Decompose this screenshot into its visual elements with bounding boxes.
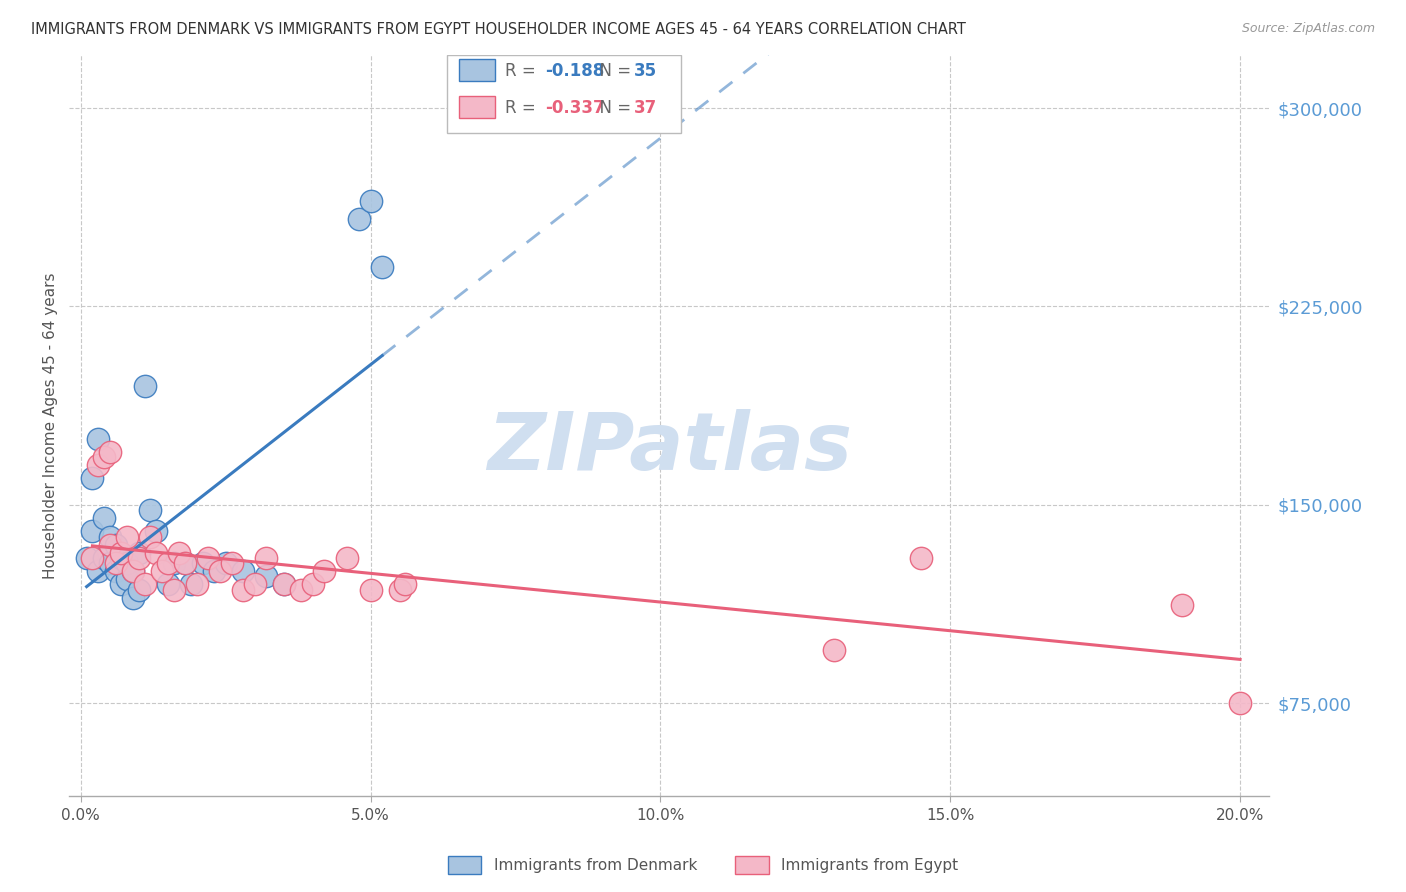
- Point: [156, 556, 179, 570]
- Text: -0.337: -0.337: [546, 100, 605, 118]
- Point: [98, 530, 121, 544]
- Point: [186, 577, 208, 591]
- Text: Source: ZipAtlas.com: Source: ZipAtlas.com: [1241, 22, 1375, 36]
- Point: [87, 458, 110, 473]
- Point: [232, 582, 254, 597]
- Point: [98, 445, 121, 459]
- Point: [98, 556, 121, 570]
- Point: [910, 550, 932, 565]
- Point: [139, 530, 162, 544]
- Point: [180, 577, 202, 591]
- Point: [104, 556, 127, 570]
- Text: 35: 35: [634, 62, 658, 80]
- Point: [93, 450, 115, 465]
- Point: [115, 556, 138, 570]
- Point: [128, 545, 150, 559]
- Point: [208, 564, 231, 578]
- Point: [139, 503, 162, 517]
- Point: [215, 556, 238, 570]
- Point: [301, 577, 323, 591]
- Point: [82, 524, 104, 539]
- Point: [221, 556, 243, 570]
- Text: IMMIGRANTS FROM DENMARK VS IMMIGRANTS FROM EGYPT HOUSEHOLDER INCOME AGES 45 - 64: IMMIGRANTS FROM DENMARK VS IMMIGRANTS FR…: [31, 22, 966, 37]
- Point: [122, 564, 145, 578]
- Point: [162, 582, 184, 597]
- Text: R =: R =: [505, 100, 541, 118]
- Point: [87, 564, 110, 578]
- Point: [174, 556, 197, 570]
- Point: [314, 564, 336, 578]
- Point: [150, 564, 173, 578]
- Point: [360, 194, 382, 208]
- Text: N =: N =: [589, 62, 636, 80]
- Text: R =: R =: [505, 62, 541, 80]
- Text: ZIPatlas: ZIPatlas: [486, 409, 852, 487]
- FancyBboxPatch shape: [460, 95, 495, 118]
- Point: [197, 550, 219, 565]
- Point: [104, 538, 127, 552]
- Text: 37: 37: [634, 100, 658, 118]
- Point: [191, 556, 214, 570]
- Point: [134, 577, 156, 591]
- Point: [290, 582, 312, 597]
- Point: [128, 582, 150, 597]
- Point: [232, 564, 254, 578]
- Point: [145, 524, 167, 539]
- Point: [823, 643, 845, 657]
- Text: -0.188: -0.188: [546, 62, 605, 80]
- Point: [134, 379, 156, 393]
- Point: [394, 577, 416, 591]
- Point: [98, 538, 121, 552]
- Point: [371, 260, 394, 274]
- Point: [162, 556, 184, 570]
- Point: [360, 582, 382, 597]
- Point: [115, 572, 138, 586]
- Point: [128, 550, 150, 565]
- Point: [254, 550, 277, 565]
- Point: [82, 471, 104, 485]
- Point: [93, 511, 115, 525]
- Point: [156, 577, 179, 591]
- Point: [110, 577, 132, 591]
- Point: [93, 550, 115, 565]
- Point: [254, 569, 277, 583]
- Point: [388, 582, 411, 597]
- Point: [174, 556, 197, 570]
- Point: [122, 591, 145, 605]
- Point: [76, 550, 98, 565]
- Point: [273, 577, 295, 591]
- Point: [273, 577, 295, 591]
- FancyBboxPatch shape: [460, 59, 495, 81]
- Point: [1229, 697, 1251, 711]
- Point: [82, 550, 104, 565]
- Point: [115, 530, 138, 544]
- Point: [169, 545, 191, 559]
- Text: N =: N =: [589, 100, 636, 118]
- Point: [104, 564, 127, 578]
- Legend: Immigrants from Denmark, Immigrants from Egypt: Immigrants from Denmark, Immigrants from…: [441, 850, 965, 880]
- Point: [336, 550, 359, 565]
- Point: [122, 564, 145, 578]
- Point: [243, 577, 266, 591]
- Point: [110, 550, 132, 565]
- FancyBboxPatch shape: [447, 55, 681, 133]
- Point: [347, 212, 370, 227]
- Point: [1171, 599, 1194, 613]
- Point: [87, 432, 110, 446]
- Y-axis label: Householder Income Ages 45 - 64 years: Householder Income Ages 45 - 64 years: [44, 272, 58, 579]
- Point: [202, 564, 225, 578]
- Point: [110, 545, 132, 559]
- Point: [145, 545, 167, 559]
